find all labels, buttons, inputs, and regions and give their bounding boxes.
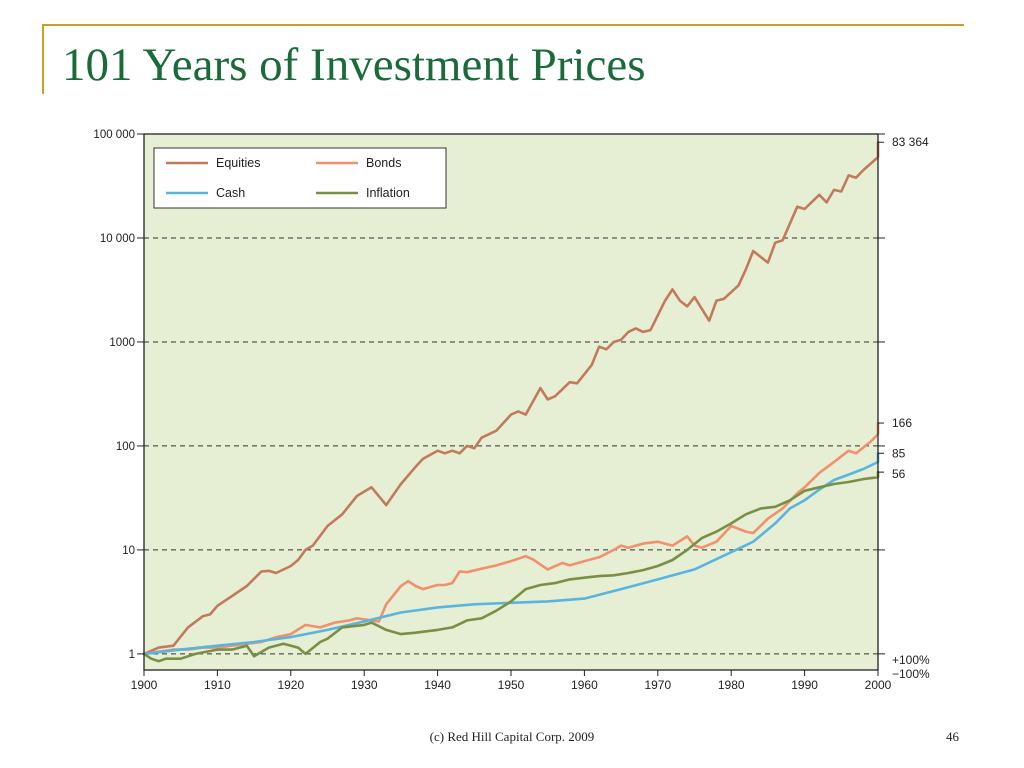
x-tick-label: 1980 <box>718 678 745 692</box>
legend-label-cash: Cash <box>216 186 245 200</box>
y-tick-label: 1 <box>129 649 135 661</box>
end-value-label: 56 <box>892 467 906 481</box>
series-line-inflation <box>142 470 880 663</box>
x-tick-label: 1960 <box>571 678 598 692</box>
series-lines <box>142 140 880 663</box>
x-tick-label: 1940 <box>424 678 451 692</box>
y-tick-label: 10 <box>122 545 135 557</box>
x-tick-label: 2000 <box>865 678 892 692</box>
right-label-minus-100: −100% <box>892 667 930 681</box>
series-line-cash <box>142 451 880 656</box>
series-line-equities <box>142 140 880 656</box>
plot-background <box>144 134 878 670</box>
x-tick-label: 1900 <box>131 678 158 692</box>
page-number: 46 <box>946 729 959 744</box>
axes: 1 10 100 1000 10 000 100 000 1900 1910 1920 1930 1… <box>93 129 891 692</box>
y-tick-label: 100 000 <box>93 129 135 141</box>
legend-label-inflation: Inflation <box>366 186 410 200</box>
right-label-plus-100: +100% <box>892 653 930 667</box>
series-line-bonds <box>142 421 880 656</box>
x-tick-label: 1970 <box>644 678 671 692</box>
slide-title: 101 Years of Investment Prices <box>62 39 646 91</box>
x-tick-label: 1990 <box>791 678 818 692</box>
chart-svg: 1 10 100 1000 10 000 100 000 1900 1910 1920 1930 1… <box>93 129 930 692</box>
title-frame-top-rule <box>42 24 964 26</box>
end-value-label: 83 364 <box>892 135 929 149</box>
y-tick-label: 100 <box>116 441 135 453</box>
x-tick-label: 1920 <box>277 678 304 692</box>
legend-label-bonds: Bonds <box>366 156 401 170</box>
x-tick-label: 1950 <box>498 678 525 692</box>
legend-label-equities: Equities <box>216 156 260 170</box>
x-tick-label: 1910 <box>204 678 231 692</box>
end-value-label: 166 <box>892 416 912 430</box>
legend-box <box>153 147 447 209</box>
end-value-label: 85 <box>892 446 906 460</box>
footer-copyright: (c) Red Hill Capital Corp. 2009 <box>429 729 595 744</box>
legend: Equities Bonds Cash Inflation <box>153 147 447 209</box>
title-frame-left-rule <box>42 24 44 94</box>
investment-prices-chart: 1 10 100 1000 10 000 100 000 1900 1910 1920 1930 1… <box>93 129 930 692</box>
y-tick-label: 1000 <box>109 337 135 349</box>
x-tick-label: 1930 <box>351 678 378 692</box>
y-tick-label: 10 000 <box>100 233 135 245</box>
end-value-labels: 83 364 166 85 56 +100%−100% <box>878 135 930 681</box>
